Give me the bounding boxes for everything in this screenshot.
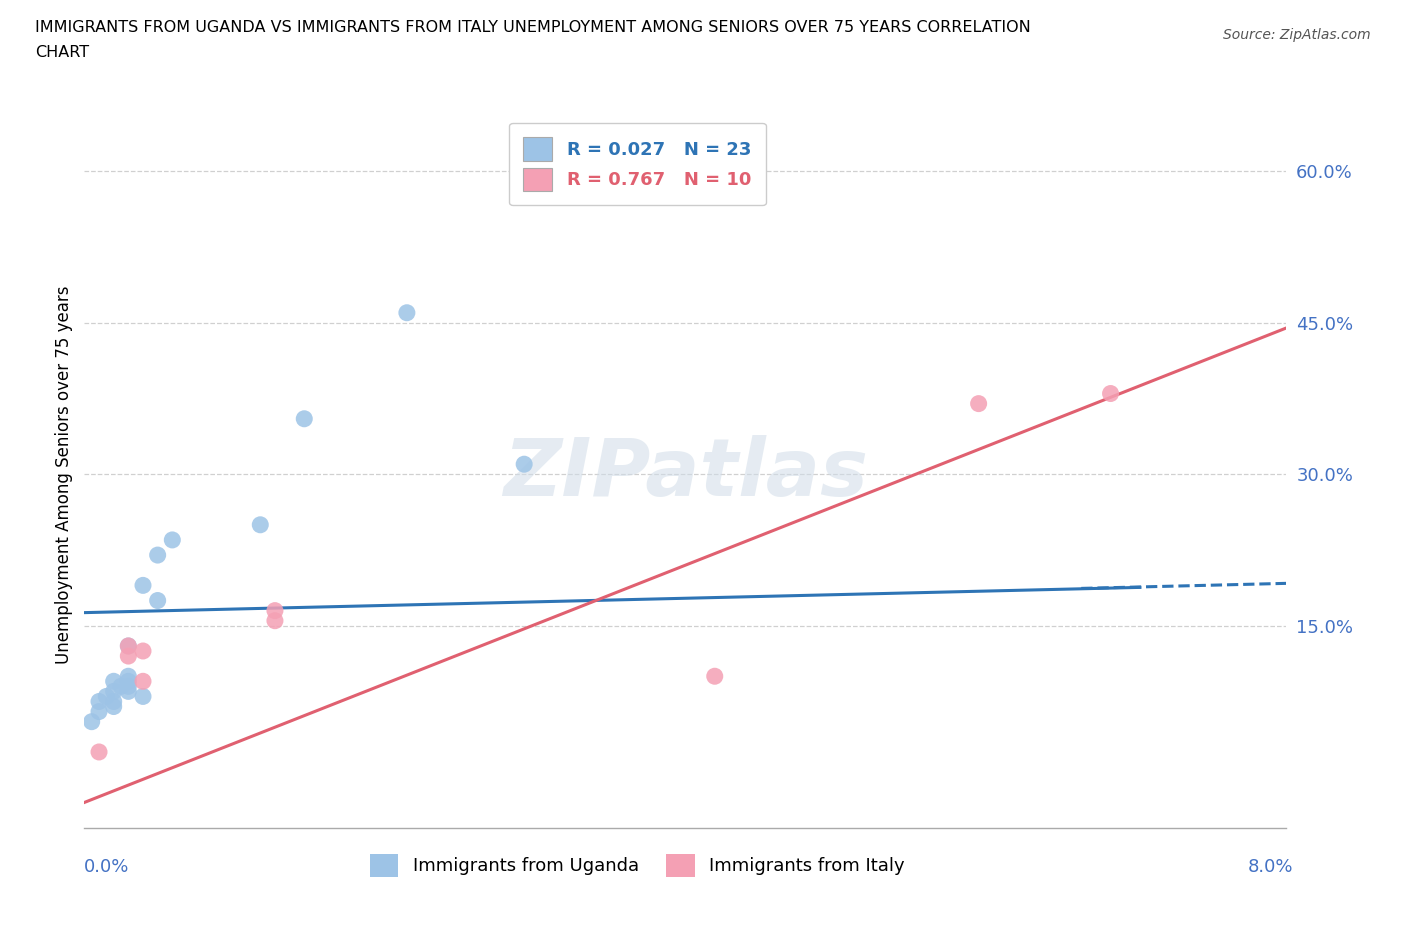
Point — [146, 593, 169, 608]
Point — [249, 517, 271, 532]
Legend: Immigrants from Uganda, Immigrants from Italy: Immigrants from Uganda, Immigrants from … — [360, 844, 914, 885]
Text: IMMIGRANTS FROM UGANDA VS IMMIGRANTS FROM ITALY UNEMPLOYMENT AMONG SENIORS OVER : IMMIGRANTS FROM UGANDA VS IMMIGRANTS FRO… — [35, 20, 1031, 35]
Point — [162, 533, 184, 548]
Y-axis label: Unemployment Among Seniors over 75 years: Unemployment Among Seniors over 75 years — [55, 286, 73, 663]
Point — [103, 699, 125, 714]
Point — [967, 396, 990, 411]
Point — [87, 745, 110, 760]
Text: 8.0%: 8.0% — [1249, 857, 1294, 876]
Point — [87, 704, 110, 719]
Point — [87, 694, 110, 709]
Point — [264, 604, 287, 618]
Point — [96, 689, 118, 704]
Point — [117, 648, 139, 663]
Point — [703, 669, 725, 684]
Point — [132, 674, 155, 689]
Point — [132, 689, 155, 704]
Point — [80, 714, 103, 729]
Point — [117, 669, 139, 684]
Point — [1099, 386, 1122, 401]
Point — [117, 639, 139, 654]
Point — [117, 684, 139, 698]
Point — [132, 578, 155, 592]
Point — [395, 305, 418, 320]
Point — [264, 613, 287, 628]
Point — [103, 674, 125, 689]
Text: 0.0%: 0.0% — [84, 857, 129, 876]
Point — [513, 457, 536, 472]
Point — [117, 674, 139, 689]
Point — [117, 679, 139, 694]
Text: CHART: CHART — [35, 45, 89, 60]
Point — [103, 684, 125, 698]
Point — [146, 548, 169, 563]
Text: Source: ZipAtlas.com: Source: ZipAtlas.com — [1223, 28, 1371, 42]
Point — [292, 411, 315, 426]
Point — [117, 639, 139, 654]
Point — [132, 644, 155, 658]
Point — [103, 694, 125, 709]
Point — [110, 679, 132, 694]
Text: ZIPatlas: ZIPatlas — [503, 435, 868, 513]
